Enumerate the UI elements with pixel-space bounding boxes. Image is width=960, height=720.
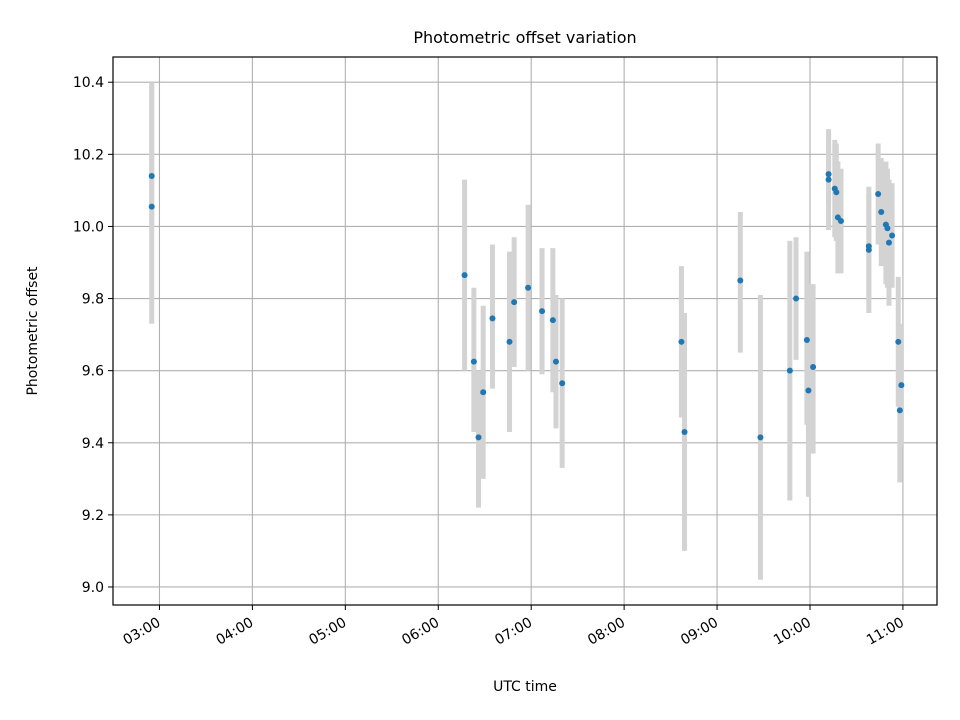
data-point [803,337,810,344]
data-point [793,295,800,302]
y-axis-label: Photometric offset [25,266,41,396]
data-point [148,203,155,210]
data-point [559,380,566,387]
data-point [549,317,556,324]
data-point [878,209,885,216]
data-point [833,189,840,196]
chart-title: Photometric offset variation [413,28,636,47]
data-point [489,315,496,322]
point-layer [148,171,905,441]
data-point [825,176,832,183]
data-point [461,272,468,279]
y-tick-label: 9.2 [82,508,104,524]
y-tick-label: 9.6 [82,364,104,380]
plot-frame [112,56,938,606]
data-point [805,387,812,394]
data-point [737,277,744,284]
data-point [539,308,546,315]
data-point [884,225,891,232]
data-point [898,382,905,389]
data-point [896,407,903,414]
data-point [865,243,872,250]
y-tick-label: 9.4 [82,436,104,452]
data-point [786,367,793,374]
y-tick-label: 10.0 [73,219,104,235]
data-point [825,171,832,178]
data-point [889,232,896,239]
data-point [525,284,532,291]
data-point [678,338,685,345]
data-point [475,434,482,441]
y-tick-label: 9.8 [82,292,104,308]
y-tick-label: 10.4 [73,75,104,91]
data-point [148,172,155,179]
data-point [681,428,688,435]
data-point [895,338,902,345]
data-point [875,191,882,197]
data-point [757,434,764,441]
grid-layer [113,57,937,605]
data-point [810,364,817,371]
x-axis-label: UTC time [493,679,557,695]
data-point [480,389,487,396]
y-tick-label: 9.0 [82,580,104,596]
data-point [511,299,518,306]
y-tick-label: 10.2 [73,147,104,163]
data-point [470,358,477,365]
data-point [837,218,844,225]
data-point [885,239,892,246]
data-point [552,358,559,365]
data-point [506,338,513,345]
